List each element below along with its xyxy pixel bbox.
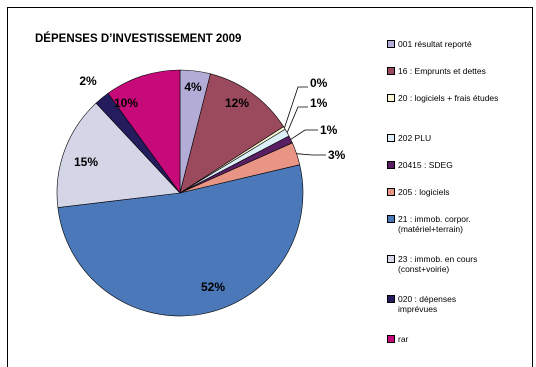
- slice-label: 2%: [79, 74, 97, 88]
- slice-label: 10%: [114, 96, 138, 110]
- slice-label: 52%: [201, 280, 225, 294]
- slice-label: 1%: [320, 123, 338, 137]
- slice-label: 12%: [225, 96, 249, 110]
- legend-label: 16 : Emprunts et dettes: [398, 66, 486, 76]
- slice-label: 4%: [184, 80, 202, 94]
- pie-slice: [57, 164, 304, 317]
- legend-swatch: [387, 295, 395, 303]
- leader-line: [296, 153, 326, 156]
- leader-line: [286, 106, 308, 133]
- legend-label: 20415 : SDEG: [398, 160, 453, 170]
- legend-swatch: [387, 134, 395, 142]
- legend-label: rar: [398, 334, 409, 344]
- legend-swatch: [387, 161, 395, 169]
- pie-slice: [56, 102, 181, 208]
- legend-swatch: [387, 255, 395, 263]
- chart-title: DÉPENSES D’INVESTISSEMENT 2009: [35, 33, 242, 45]
- leader-line: [290, 129, 318, 140]
- leader-line: [284, 86, 308, 129]
- pie-slice: [179, 73, 285, 194]
- legend-swatch: [387, 67, 395, 75]
- slice-label: 15%: [74, 155, 98, 169]
- legend-swatch: [387, 215, 395, 223]
- legend-label: 020 : dépenses imprévues: [398, 294, 457, 314]
- legend-swatch: [387, 40, 395, 48]
- legend-label: 205 : logiciels: [398, 187, 450, 197]
- slice-label: 0%: [310, 76, 328, 90]
- legend-label: 202 PLU: [398, 133, 432, 143]
- legend-label: 20 : logiciels + frais études: [398, 93, 499, 103]
- legend-label: 23 : immob. en cours (const+voirie): [398, 254, 478, 274]
- legend-swatch: [387, 94, 395, 102]
- legend-swatch: [387, 188, 395, 196]
- slice-label: 1%: [310, 96, 328, 110]
- pie-slice: [107, 69, 181, 194]
- legend-label: 21 : immob. corpor. (matériel+terrain): [398, 214, 471, 234]
- slice-label: 3%: [328, 148, 346, 162]
- legend-swatch: [387, 335, 395, 343]
- legend-label: 001 résultat reporté: [398, 39, 472, 49]
